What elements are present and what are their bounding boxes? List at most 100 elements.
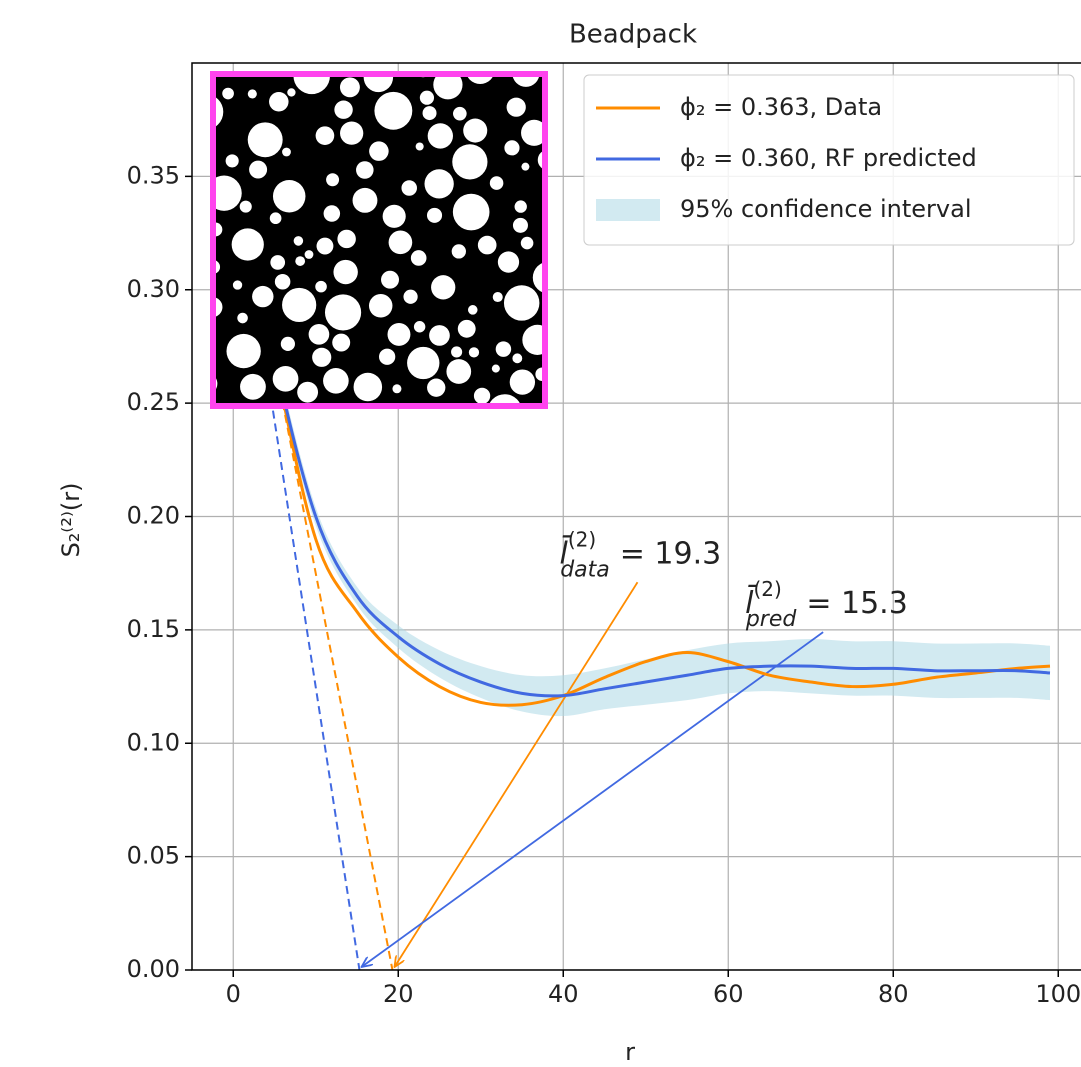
bead [403,289,418,304]
bead [424,169,454,199]
bead [468,347,480,358]
bead [363,76,394,93]
bead [419,90,435,105]
bead [433,76,463,100]
bead [422,106,437,121]
bead [407,346,440,380]
bead [215,297,223,317]
x-axis-label: r [625,1038,635,1066]
bead [304,250,314,259]
x-tick-label: 100 [1035,980,1081,1008]
x-tick-label: 60 [713,980,744,1008]
bead [413,321,426,333]
bead [473,387,491,404]
bead [457,319,476,338]
bead [215,96,224,127]
annotation-part: (2) [753,577,781,601]
bead [323,367,349,394]
bead [333,259,358,285]
y-tick-label: 0.00 [127,955,180,983]
tangent-line [232,146,394,970]
bead [215,175,242,211]
bead [392,384,402,394]
bead [215,260,221,274]
bead [477,235,497,255]
bead [252,285,274,308]
bead [535,367,543,382]
x-tick-label: 80 [878,980,909,1008]
bead [463,118,488,143]
bead [378,348,396,365]
y-tick-label: 0.10 [127,728,180,756]
bead [247,89,257,99]
bead [503,285,540,321]
bead [401,180,417,196]
y-tick-label: 0.35 [127,161,180,189]
y-axis-label: S₂⁽²⁾(r) [57,483,85,558]
bead [332,333,351,352]
bead [453,106,467,121]
bead [231,228,264,261]
bead [431,275,456,300]
bead [504,140,520,156]
bead [521,119,543,146]
series-line [231,146,1051,707]
legend-box [583,74,1075,246]
annotation-label: l̄(2) data = 19.3 [560,527,722,583]
bead [427,123,453,149]
series-line [231,153,1051,698]
bead [293,236,304,246]
bead [308,323,330,345]
bead [222,87,234,100]
bead [381,270,400,289]
annotation-part: = 19.3 [620,536,721,571]
bead [282,287,317,323]
y-tick-label: 0.05 [127,842,180,870]
bead [339,77,360,98]
bead [522,324,543,355]
annotation-part: data [560,557,610,582]
bead [427,378,446,397]
y-tick-label: 0.15 [127,615,180,643]
legend-swatch [596,199,660,221]
bead [270,255,286,270]
bead [509,369,536,395]
bead [489,394,521,404]
inset-border [210,71,548,409]
legend-label: ϕ₂ = 0.363, Data [680,93,882,121]
bead [269,92,289,112]
bead [240,373,266,400]
y-tick-label: 0.30 [127,275,180,303]
y-tick-label: 0.25 [127,388,180,416]
bead [315,280,327,293]
bead [312,347,332,367]
bead [326,173,340,187]
legend-label: ϕ₂ = 0.360, RF predicted [680,144,977,172]
bead [467,76,494,84]
bead [497,251,520,273]
bead [512,217,528,233]
bead [446,359,472,384]
bead [353,372,383,402]
bead [415,142,424,151]
bead [491,364,500,373]
bead [295,256,306,266]
bead [382,204,406,228]
bead [237,312,248,324]
bead [521,162,530,171]
bead [280,336,295,351]
annotation-part: pred [745,607,798,632]
bead [282,147,291,157]
annotation-part: = 15.3 [806,586,907,621]
bead [232,280,243,290]
bead [225,154,239,168]
annotation-arrow [394,581,639,967]
chart-title: Beadpack [569,20,697,50]
bead [452,193,490,231]
bead [426,207,443,223]
bead [489,176,504,190]
bead [451,244,466,259]
bead [287,88,296,97]
annotation-arrow [361,631,824,967]
